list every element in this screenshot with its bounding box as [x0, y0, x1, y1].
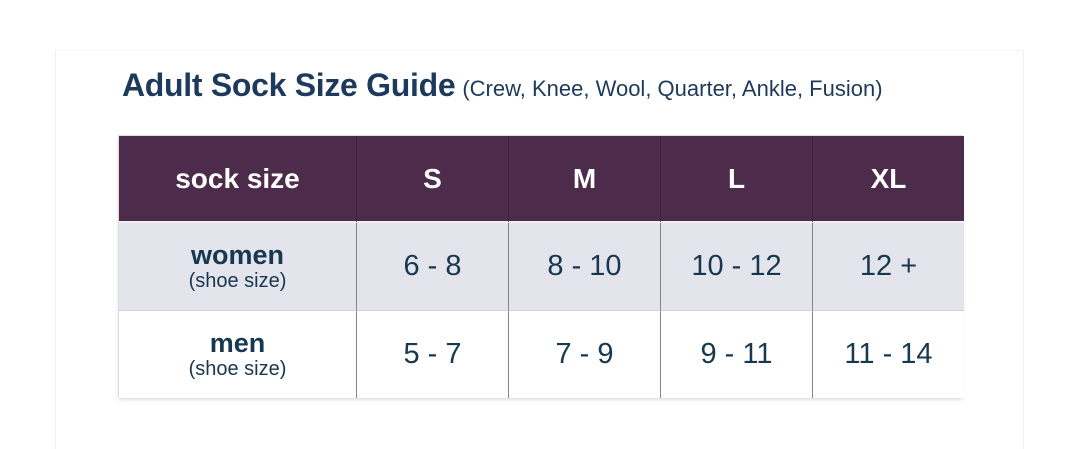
header-cell-sock-size: sock size: [119, 136, 357, 223]
header-cell-size-xl: XL: [813, 136, 964, 223]
size-cell-men-m: 7 - 9: [509, 311, 661, 398]
row-label-men-main: men: [209, 327, 266, 358]
size-guide-table: sock size S M L XL women (shoe size) 6 -…: [118, 135, 964, 398]
size-cell-women-l: 10 - 12: [661, 223, 813, 311]
row-label-men-sub: (shoe size): [188, 358, 287, 381]
row-label-men: men (shoe size): [119, 311, 357, 398]
page-title: Adult Sock Size Guide (Crew, Knee, Wool, …: [122, 67, 883, 104]
size-guide-card: Adult Sock Size Guide (Crew, Knee, Wool, …: [55, 50, 1024, 449]
title-main: Adult Sock Size Guide: [122, 67, 456, 103]
header-cell-size-m: M: [509, 136, 661, 223]
header-cell-size-l: L: [661, 136, 813, 223]
row-label-women-main: women: [190, 239, 284, 270]
size-cell-men-l: 9 - 11: [661, 311, 813, 398]
size-cell-men-xl: 11 - 14: [813, 311, 964, 398]
size-cell-men-s: 5 - 7: [357, 311, 509, 398]
size-cell-women-xl: 12 +: [813, 223, 964, 311]
row-label-women-sub: (shoe size): [188, 270, 287, 293]
title-qualifier: (Crew, Knee, Wool, Quarter, Ankle, Fusio…: [462, 76, 883, 101]
row-label-women: women (shoe size): [119, 223, 357, 311]
header-cell-size-s: S: [357, 136, 509, 223]
size-cell-women-s: 6 - 8: [357, 223, 509, 311]
size-cell-women-m: 8 - 10: [509, 223, 661, 311]
